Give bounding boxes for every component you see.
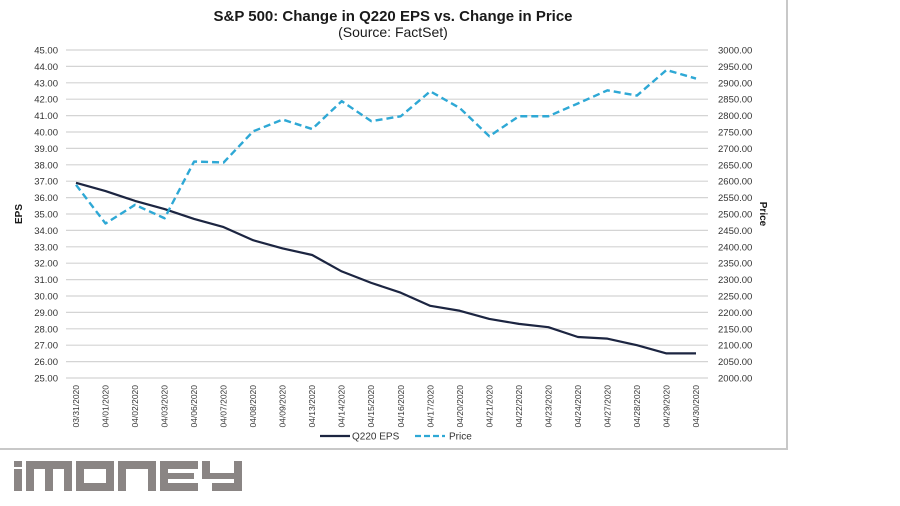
x-tick-label: 04/27/2020	[602, 385, 612, 428]
y2-tick-label: 2050.00	[718, 357, 752, 368]
x-tick-label: 04/22/2020	[514, 385, 524, 428]
x-tick-label: 04/24/2020	[573, 385, 583, 428]
y-tick-label: 33.00	[34, 242, 58, 253]
gridlines	[66, 49, 708, 379]
y2-tick-label: 2850.00	[718, 95, 752, 106]
y-axis-left-ticks: 45.00 44.00 43.00 42.00 41.00 40.00 39.00 38.00…	[34, 46, 58, 385]
y-tick-label: 45.00	[34, 46, 58, 57]
y-tick-label: 25.00	[34, 374, 58, 385]
y-tick-label: 44.00	[34, 62, 58, 73]
series-eps	[75, 181, 697, 355]
y-tick-label: 28.00	[34, 324, 58, 335]
y-tick-label: 36.00	[34, 193, 58, 204]
y2-tick-label: 2000.00	[718, 374, 752, 385]
x-tick-label: 04/07/2020	[219, 385, 229, 428]
imoney-logo	[14, 461, 242, 491]
y-axis-right-ticks: 3000.00 2950.00 2900.00 2850.00 2800.00 2750.…	[718, 46, 752, 385]
y2-tick-label: 2100.00	[718, 341, 752, 352]
y2-tick-label: 2800.00	[718, 111, 752, 122]
series-line	[75, 181, 696, 355]
y-tick-label: 30.00	[34, 292, 58, 303]
y2-tick-label: 2550.00	[718, 193, 752, 204]
x-tick-label: 04/13/2020	[307, 385, 317, 428]
y-tick-label: 31.00	[34, 275, 58, 286]
y2-tick-label: 2950.00	[718, 62, 752, 73]
y-tick-label: 43.00	[34, 78, 58, 89]
chart-frame: S&P 500: Change in Q220 EPS vs. Change i…	[0, 0, 788, 450]
y-tick-label: 32.00	[34, 259, 58, 270]
x-tick-label: 04/02/2020	[130, 385, 140, 428]
y-tick-label: 37.00	[34, 177, 58, 188]
x-tick-label: 04/16/2020	[396, 385, 406, 428]
x-tick-label: 04/23/2020	[543, 385, 553, 428]
y2-tick-label: 2150.00	[718, 324, 752, 335]
y-tick-label: 34.00	[34, 226, 58, 237]
x-tick-label: 04/09/2020	[278, 385, 288, 428]
x-tick-label: 04/30/2020	[691, 385, 701, 428]
x-tick-label: 04/03/2020	[160, 385, 170, 428]
y-tick-label: 35.00	[34, 210, 58, 221]
y-tick-label: 41.00	[34, 111, 58, 122]
y-tick-label: 38.00	[34, 160, 58, 171]
y2-tick-label: 2250.00	[718, 292, 752, 303]
y-tick-label: 40.00	[34, 128, 58, 139]
legend-label-eps: Q220 EPS	[352, 432, 400, 443]
y2-tick-label: 2900.00	[718, 78, 752, 89]
y-tick-label: 26.00	[34, 357, 58, 368]
legend: Q220 EPS Price	[320, 432, 472, 443]
y2-tick-label: 2600.00	[718, 177, 752, 188]
y2-tick-label: 2400.00	[718, 242, 752, 253]
x-tick-label: 04/01/2020	[101, 385, 111, 428]
y2-tick-label: 3000.00	[718, 46, 752, 57]
series-layer	[75, 68, 697, 355]
y2-tick-label: 2200.00	[718, 308, 752, 319]
y2-tick-label: 2350.00	[718, 259, 752, 270]
y-tick-label: 29.00	[34, 308, 58, 319]
x-tick-label: 04/28/2020	[632, 385, 642, 428]
x-tick-label: 04/29/2020	[661, 385, 671, 428]
y-tick-label: 42.00	[34, 95, 58, 106]
x-tick-label: 04/21/2020	[484, 385, 494, 428]
x-tick-label: 04/08/2020	[248, 385, 258, 428]
chart-title: S&P 500: Change in Q220 EPS vs. Change i…	[213, 8, 572, 25]
x-tick-label: 04/15/2020	[366, 385, 376, 428]
y2-tick-label: 2750.00	[718, 128, 752, 139]
y-axis-left-label: EPS	[14, 204, 25, 224]
x-tick-label: 04/06/2020	[189, 385, 199, 428]
y2-tick-label: 2300.00	[718, 275, 752, 286]
chart-svg: S&P 500: Change in Q220 EPS vs. Change i…	[14, 8, 768, 443]
chart-subtitle: (Source: FactSet)	[338, 24, 448, 40]
y-tick-label: 27.00	[34, 341, 58, 352]
x-axis-ticks: 03/31/2020 04/01/2020 04/02/2020 04/03/2020…	[71, 385, 701, 428]
x-tick-label: 04/14/2020	[337, 385, 347, 428]
series-line	[75, 68, 697, 225]
y2-tick-label: 2700.00	[718, 144, 752, 155]
legend-label-price: Price	[449, 432, 472, 443]
x-tick-label: 04/20/2020	[455, 385, 465, 428]
y2-tick-label: 2500.00	[718, 210, 752, 221]
series-price	[75, 68, 697, 225]
y2-tick-label: 2450.00	[718, 226, 752, 237]
y-tick-label: 39.00	[34, 144, 58, 155]
x-tick-label: 04/17/2020	[425, 385, 435, 428]
x-tick-label: 03/31/2020	[71, 385, 81, 428]
y-axis-right-label: Price	[757, 202, 768, 227]
y2-tick-label: 2650.00	[718, 160, 752, 171]
